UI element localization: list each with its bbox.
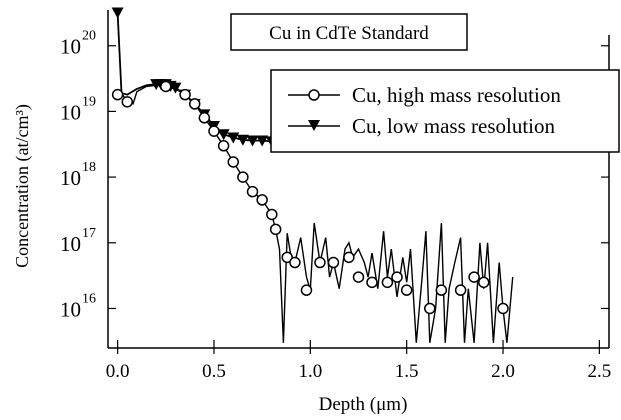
data-point-high-resolution xyxy=(391,271,403,283)
data-point-low-resolution xyxy=(111,7,124,19)
legend-item-high: Cu, high mass resolution xyxy=(288,83,561,107)
x-tick-label: 0.0 xyxy=(106,361,130,382)
data-point-high-resolution xyxy=(121,96,134,108)
legend-item-low: Cu, low mass resolution xyxy=(288,114,555,138)
series-line-high-resolution xyxy=(117,84,514,343)
data-point-high-resolution xyxy=(160,80,172,93)
data-point-high-resolution xyxy=(300,284,313,296)
data-point-high-resolution xyxy=(424,302,436,315)
data-point-high-resolution xyxy=(188,98,201,110)
data-point-high-resolution xyxy=(198,112,211,124)
legend-triangle-marker xyxy=(308,120,320,131)
data-point-high-resolution xyxy=(352,271,365,283)
data-point-high-resolution xyxy=(237,171,249,183)
data-point-high-resolution xyxy=(256,194,268,206)
data-point-high-resolution xyxy=(343,251,355,264)
x-axis-label: Depth (μm) xyxy=(319,394,408,415)
x-tick-label: 1.5 xyxy=(395,361,419,382)
data-point-high-resolution xyxy=(454,284,467,296)
data-point-low-resolution xyxy=(256,135,269,147)
data-point-high-resolution xyxy=(478,276,490,289)
y-tick-label-exponent: 20 xyxy=(82,29,96,44)
x-tick-label: 1.0 xyxy=(298,361,322,382)
data-point-high-resolution xyxy=(435,284,448,296)
y-tick-label: 10 xyxy=(60,232,81,256)
y-tick-label: 10 xyxy=(60,166,81,190)
x-tick-label: 2.5 xyxy=(587,361,611,382)
data-point-high-resolution xyxy=(266,208,278,221)
y-axis-label: Concentration (at/cm³) xyxy=(12,104,33,268)
data-point-low-resolution xyxy=(236,134,249,146)
series-layer xyxy=(111,7,514,343)
data-point-high-resolution xyxy=(217,140,230,152)
data-point-high-resolution xyxy=(497,302,509,315)
data-point-low-resolution xyxy=(246,135,259,147)
data-point-high-resolution xyxy=(227,156,239,168)
y-tick-label-exponent: 18 xyxy=(82,160,96,175)
data-point-high-resolution xyxy=(208,125,220,137)
legend-label-low: Cu, low mass resolution xyxy=(352,114,555,138)
y-tick-label: 10 xyxy=(60,100,81,124)
data-point-high-resolution xyxy=(381,276,394,289)
y-tick-label-exponent: 19 xyxy=(82,94,96,109)
chart-title: Cu in CdTe Standard xyxy=(269,23,429,44)
y-tick-label-exponent: 16 xyxy=(82,291,96,306)
data-point-low-resolution xyxy=(169,82,182,94)
legend: Cu, high mass resolution Cu, low mass re… xyxy=(270,69,620,153)
data-point-high-resolution xyxy=(269,223,282,236)
data-point-high-resolution xyxy=(281,251,293,264)
data-point-high-resolution xyxy=(468,271,480,283)
data-point-high-resolution xyxy=(289,256,301,269)
data-point-low-resolution xyxy=(227,132,240,144)
data-point-high-resolution xyxy=(400,284,413,296)
data-point-high-resolution xyxy=(314,256,326,269)
data-point-high-resolution xyxy=(327,256,340,269)
x-tick-label: 0.5 xyxy=(202,361,226,382)
y-tick-label: 10 xyxy=(60,297,81,321)
data-point-high-resolution xyxy=(246,185,259,198)
plot-frame xyxy=(107,10,610,349)
data-point-high-resolution xyxy=(366,276,378,289)
legend-circle-marker xyxy=(308,89,320,101)
data-point-high-resolution xyxy=(179,88,191,101)
chart-title-box: Cu in CdTe Standard xyxy=(230,13,468,51)
data-point-high-resolution xyxy=(111,88,124,101)
y-tick-label: 10 xyxy=(60,35,81,59)
legend-label-high: Cu, high mass resolution xyxy=(352,83,561,107)
x-tick-label: 2.0 xyxy=(491,361,515,382)
y-tick-label-exponent: 17 xyxy=(82,226,96,241)
data-point-low-resolution xyxy=(217,129,230,141)
